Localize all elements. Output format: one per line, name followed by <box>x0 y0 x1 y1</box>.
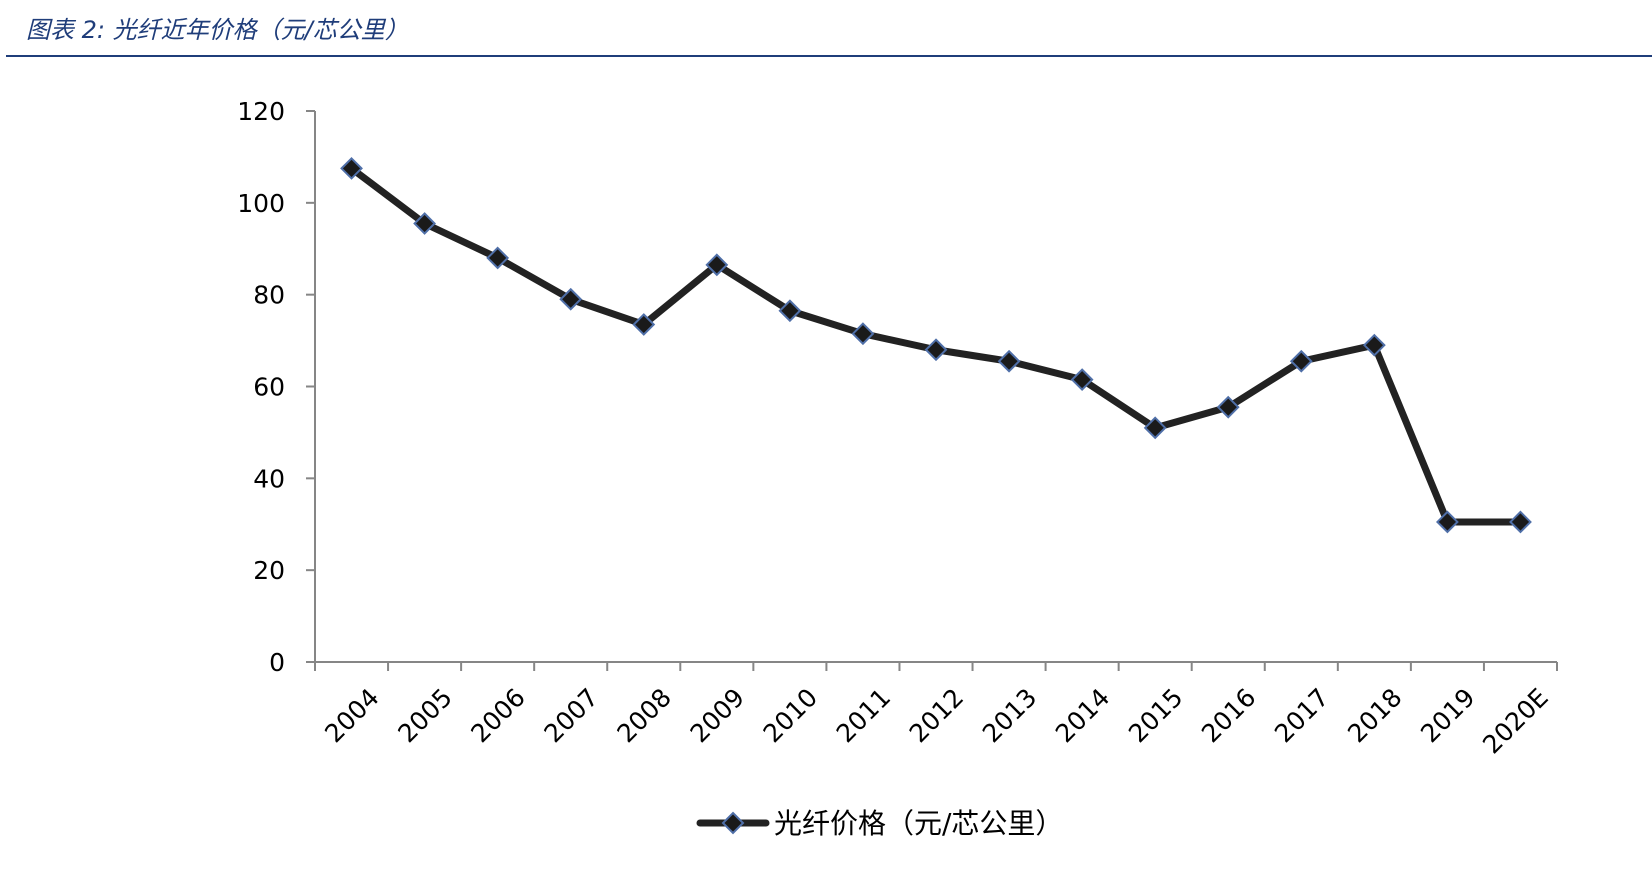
x-tick-label: 2018 <box>1342 683 1407 748</box>
x-axis: 2004 2005 2006 2007 2008 2009 2010 2011 2012 2013… <box>314 661 1558 760</box>
y-tick-label: 60 <box>253 373 285 402</box>
data-point-marker <box>413 212 437 235</box>
y-axis: 0 20 40 60 80 100 120 <box>237 97 316 677</box>
figure-title: 图表 2: 光纤近年价格（元/芯公里） <box>26 16 409 44</box>
x-tick-label: 2013 <box>977 683 1042 748</box>
data-point-marker <box>1289 349 1313 373</box>
data-point-marker <box>1143 416 1167 440</box>
data-point-marker <box>632 313 656 336</box>
x-tick-label: 2010 <box>758 683 823 748</box>
x-tick-label: 2011 <box>831 683 896 748</box>
y-tick-label: 100 <box>237 189 285 218</box>
x-tick-label: 2005 <box>392 683 457 748</box>
x-tick-label: 2020E <box>1477 683 1554 760</box>
data-point-marker <box>997 349 1021 373</box>
x-tick-label: 2006 <box>465 683 530 748</box>
y-tick-label: 20 <box>253 556 285 585</box>
data-point-marker <box>851 322 875 346</box>
data-point-marker <box>778 299 802 323</box>
data-point-marker <box>340 156 363 180</box>
x-tick-label: 2014 <box>1050 683 1115 748</box>
data-point-marker <box>1070 368 1094 392</box>
data-point-marker <box>1509 510 1532 534</box>
legend-label: 光纤价格（元/芯公里） <box>774 807 1063 840</box>
y-tick-label: 80 <box>253 281 285 310</box>
y-tick-label: 0 <box>269 648 285 677</box>
data-point-marker <box>705 253 729 277</box>
x-tick-label: 2015 <box>1123 683 1188 748</box>
data-point-marker <box>1362 333 1386 357</box>
x-tick-label: 2019 <box>1415 683 1480 748</box>
legend: 光纤价格（元/芯公里） <box>696 807 1063 840</box>
legend-marker-swatch <box>721 811 745 835</box>
x-tick-label: 2004 <box>319 683 384 748</box>
data-point-marker <box>486 246 510 270</box>
data-point-marker <box>924 338 948 362</box>
title-rule <box>6 55 1652 57</box>
x-tick-label: 2012 <box>904 683 969 748</box>
data-point-marker <box>1435 510 1459 534</box>
y-tick-label: 40 <box>253 464 285 493</box>
x-tick-label: 2016 <box>1196 683 1261 748</box>
series-layer <box>340 156 1532 534</box>
x-tick-label: 2007 <box>538 683 603 748</box>
x-tick-label: 2009 <box>685 683 750 748</box>
y-tick-label: 120 <box>237 97 285 126</box>
x-tick-label: 2008 <box>612 683 677 748</box>
x-tick-label: 2017 <box>1269 683 1334 748</box>
data-point-marker <box>1216 395 1240 419</box>
data-point-marker <box>559 287 583 311</box>
